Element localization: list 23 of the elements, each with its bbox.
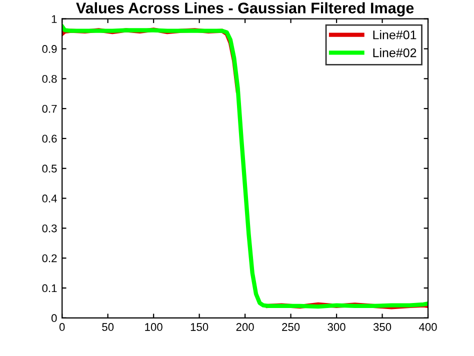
y-tick-label: 0.3 — [42, 224, 57, 232]
y-tick-label: 0.1 — [42, 284, 57, 292]
x-tick-label: 50 — [102, 323, 114, 331]
y-tick-label: 0.6 — [42, 134, 57, 143]
legend-label: Line#01 — [373, 30, 416, 40]
x-tick-label: 350 — [373, 323, 392, 331]
x-tick-label: 200 — [236, 323, 254, 331]
x-tick-label: 150 — [190, 323, 208, 331]
y-tick-label: 0.2 — [42, 254, 57, 262]
y-tick-label: 0.9 — [42, 45, 57, 53]
chart-title: Values Across Lines - Gaussian Filtered Image — [76, 2, 414, 17]
legend-label: Line#02 — [373, 48, 416, 58]
x-tick-label: 0 — [59, 323, 65, 331]
y-tick-label: 0.4 — [42, 194, 57, 202]
y-tick-label: 1 — [52, 15, 57, 23]
x-tick-label: 250 — [282, 323, 300, 331]
y-tick-label: 0.7 — [42, 104, 57, 113]
x-tick-label: 300 — [328, 323, 346, 331]
x-tick-label: 100 — [145, 323, 162, 331]
x-tick-label: 400 — [419, 323, 437, 331]
y-tick-label: 0.8 — [42, 74, 57, 83]
y-tick-label: 0.5 — [42, 164, 57, 173]
y-tick-label: 0 — [51, 314, 57, 322]
